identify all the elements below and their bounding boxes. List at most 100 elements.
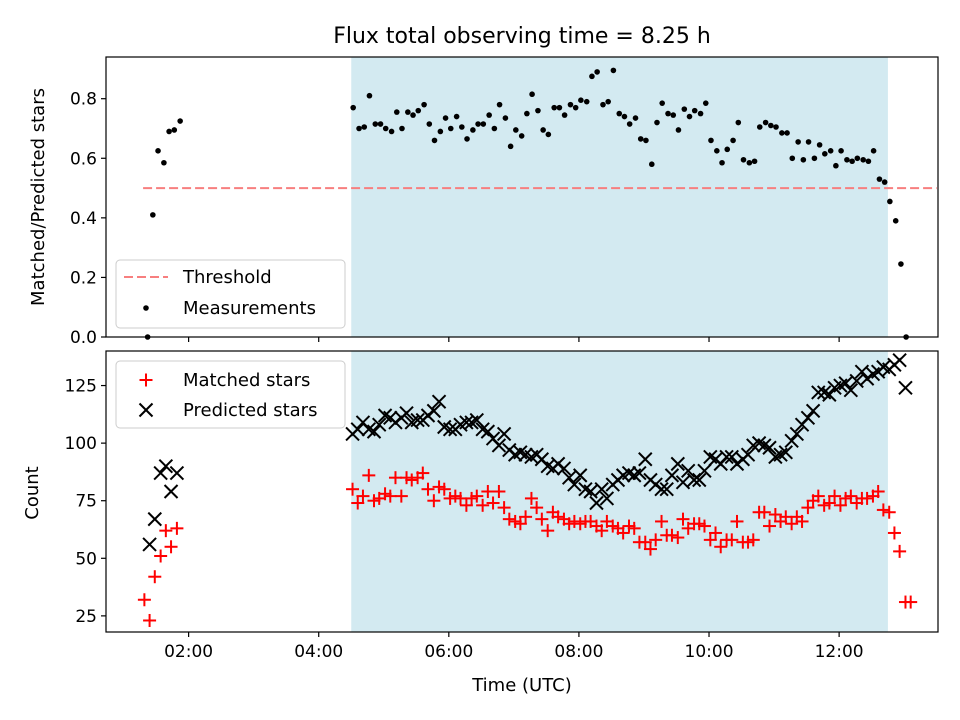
ratio-plot-frame [105,56,939,338]
predicted-star-point [800,410,816,426]
predicted-star-point [632,465,647,481]
measurement-point [393,109,400,115]
measurement-point [524,110,530,117]
measurement-point [860,156,866,163]
measurement-point [583,98,590,105]
matched-star-point [595,524,609,538]
matched-star-point [541,524,555,538]
measurement-point [459,124,465,130]
count-y-ticks: 25 50 75 100 125 [65,377,106,627]
measurement-point [881,179,888,185]
matched-star-point [844,489,858,503]
matched-star-point [616,526,630,540]
predicted-star-point [784,433,799,449]
measurement-point [626,121,633,127]
matched-star-point [346,482,360,496]
legend-matched-swatch [139,373,153,387]
measurement-point [827,148,834,154]
matched-star-point [697,519,711,533]
measurement-point [892,218,899,224]
legend-measurements-swatch [143,305,149,311]
legend-predicted-label: Predicted stars [183,400,317,421]
matched-star-point [154,549,168,563]
measurement-point [377,121,384,127]
y-tick-label: 125 [65,377,97,397]
predicted-star-point [480,424,496,439]
ratio-x-ticks [188,337,840,342]
measurement-point [150,212,156,218]
matched-star-point [362,468,376,482]
measurement-point [161,159,167,166]
predicted-star-point [822,387,837,402]
predicted-star-point [638,452,653,467]
matched-star-point [757,505,771,519]
matched-star-point [882,505,896,519]
matched-star-point [801,501,815,515]
predicted-star-point [599,491,615,506]
ratio-legend-box [115,259,346,329]
matched-star-point [164,540,178,554]
matched-star-point [481,485,495,498]
matched-star-point [524,491,538,505]
matched-star-point [876,503,890,517]
count-y-axis-label: Count [22,466,43,519]
matched-star-point [904,595,918,609]
matched-star-point [714,540,728,554]
y-tick-label: 50 [75,549,97,569]
measurement-point [578,97,584,103]
predicted-star-point [496,426,512,442]
predicted-star-point [778,445,793,460]
y-tick-label: 0.4 [70,209,97,229]
measurement-point [545,131,552,138]
matched-star-point [703,533,717,547]
predicted-star-point [670,456,686,472]
measurement-point [773,124,779,130]
measurement-point [675,127,682,133]
y-tick-label: 0.8 [70,90,97,110]
measurement-point [637,136,644,142]
matched-star-point [828,489,842,503]
measurement-point [844,156,850,163]
measurement-point [751,158,758,165]
predicted-star-point [142,537,157,552]
measurement-point [756,124,763,130]
y-tick-label: 0.0 [70,328,97,348]
measurement-point [779,130,785,136]
measurement-point [697,110,704,117]
matched-star-point [785,517,799,531]
predicted-star-point [589,495,604,511]
measurement-point [833,162,839,169]
measurement-point [551,104,558,111]
matched-star-point [763,519,777,533]
predicted-star-point [892,353,907,368]
measurement-point [388,128,395,135]
measurement-point [735,119,742,126]
measurement-point [887,198,893,205]
matched-star-point [502,512,516,526]
matched-star-point [730,514,744,528]
measurement-point [513,127,519,133]
measurement-point [898,261,904,267]
matched-star-point [725,533,739,547]
measurement-point [838,148,844,154]
measurement-point [665,110,671,117]
measurement-point [572,104,579,111]
predicted-star-point [583,484,598,499]
matched-star-points [137,466,918,627]
matched-star-point [676,512,690,526]
predicted-star-point [762,440,777,455]
measurement-point [621,113,628,120]
matched-star-point [638,535,652,549]
measurement-point [746,159,753,166]
measurement-point [464,136,470,142]
measurement-point [610,67,617,74]
predicted-star-point [399,405,414,421]
measurement-point [502,115,509,121]
matched-star-point [421,482,435,496]
ratio-legend: Threshold Measurements [115,259,346,329]
y-tick-label: 25 [75,607,97,627]
measurement-point [702,100,709,106]
count-legend-box [115,360,346,429]
measurement-point [800,156,807,163]
measurement-point [475,121,481,127]
